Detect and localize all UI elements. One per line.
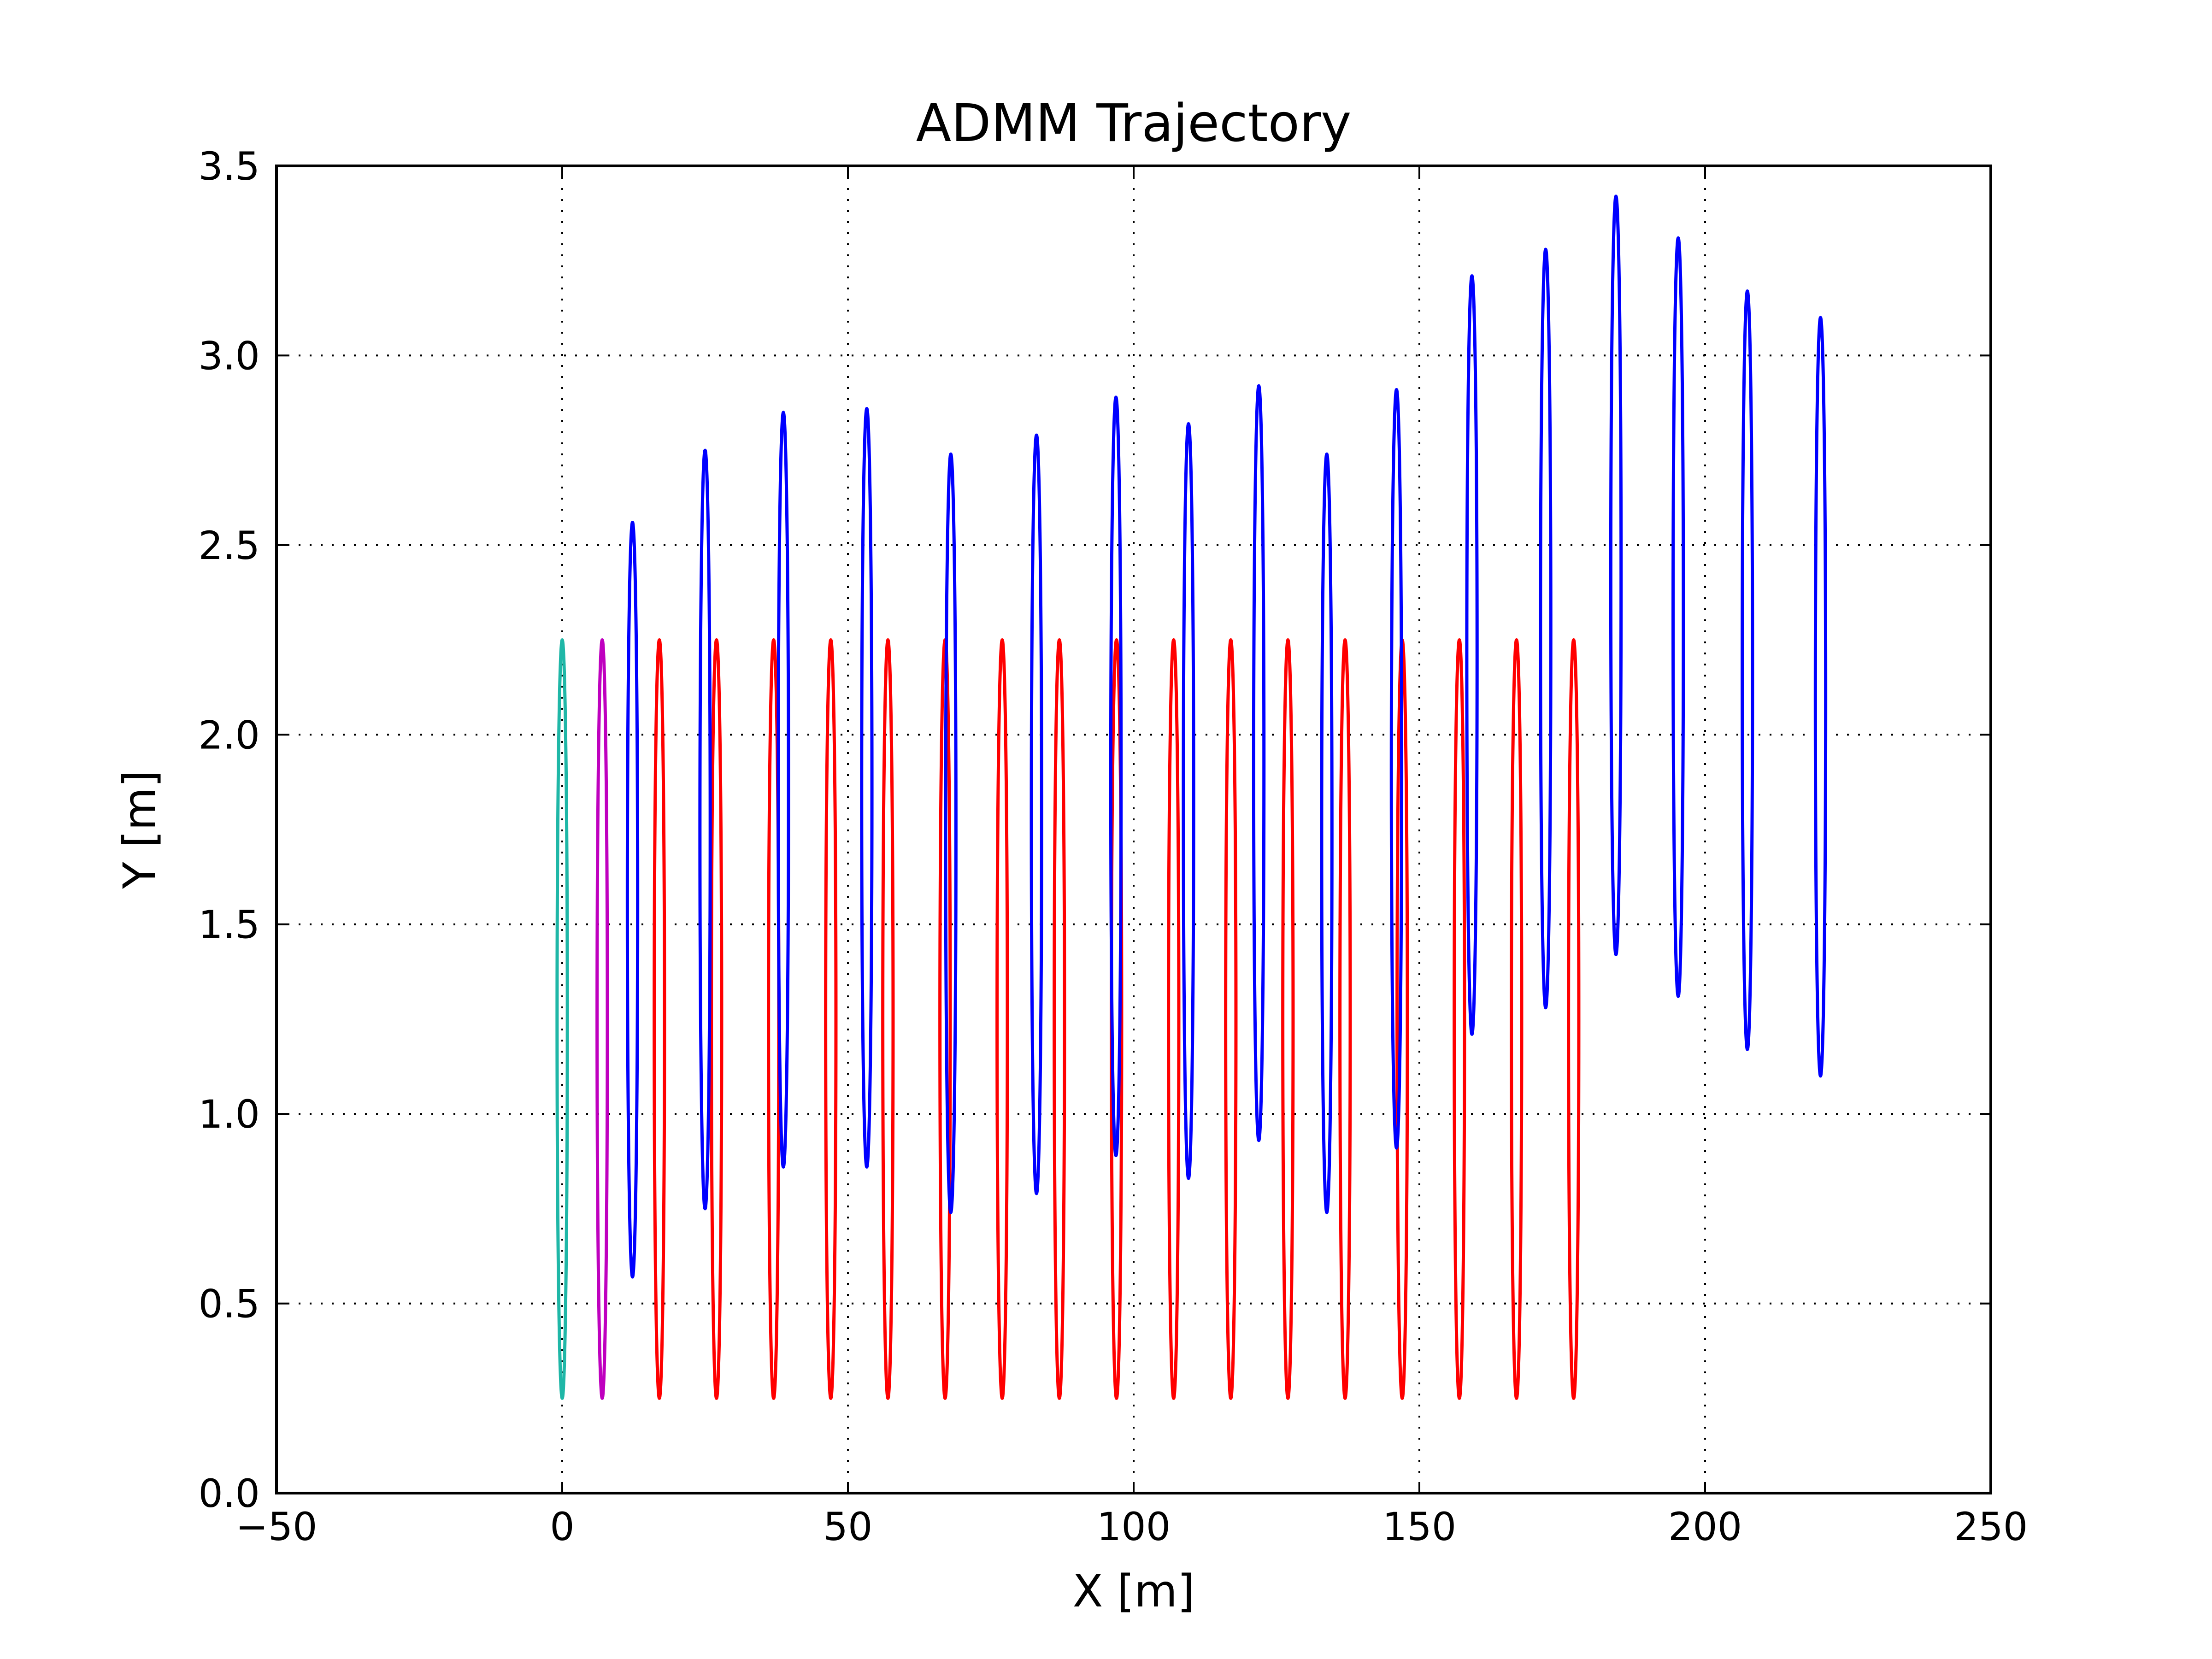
trajectory-loop — [1813, 316, 1828, 1078]
trajectory-loop — [1465, 274, 1479, 1036]
trajectory-loop — [1053, 638, 1066, 1400]
y-tick-label: 2.0 — [198, 712, 260, 758]
trajectory-loop — [1567, 638, 1581, 1400]
trajectory-loop — [625, 520, 640, 1279]
trajectory-loop — [1182, 422, 1195, 1180]
y-tick-label: 1.0 — [198, 1092, 260, 1137]
x-tick-label: 250 — [1954, 1504, 2028, 1549]
x-axis-label: X [m] — [1073, 1565, 1195, 1617]
trajectory-loop — [1539, 247, 1553, 1010]
x-tick-labels: −50 0 50 100 150 200 250 — [235, 1504, 2028, 1549]
series-1 — [595, 638, 609, 1400]
trajectory-loop — [653, 638, 666, 1400]
trajectory-loop — [1281, 638, 1295, 1400]
y-tick-labels: 0.0 0.5 1.0 1.5 2.0 2.5 3.0 3.5 — [198, 144, 260, 1516]
y-axis-label: Y [m] — [114, 770, 165, 889]
y-tick-label: 0.0 — [198, 1471, 260, 1516]
trajectory-loop — [824, 638, 838, 1400]
x-tick-label: 200 — [1668, 1504, 1742, 1549]
grid-lines — [276, 166, 1991, 1493]
series-0 — [555, 638, 569, 1400]
trajectory-loop — [595, 638, 609, 1400]
trajectory-loop — [1110, 638, 1124, 1400]
series-2 — [653, 638, 1581, 1400]
axes-frame — [275, 165, 1992, 1494]
trajectory-loop — [995, 638, 1009, 1400]
trajectory-loop — [1320, 452, 1334, 1214]
trajectory-loop — [944, 452, 958, 1214]
trajectory-loop — [767, 638, 781, 1400]
plot-series — [555, 194, 1828, 1400]
x-tick-label: 50 — [824, 1504, 873, 1549]
y-tick-label: 3.0 — [198, 333, 260, 378]
y-tick-label: 3.5 — [198, 144, 260, 189]
trajectory-loop — [1338, 638, 1352, 1400]
trajectory-loop — [1609, 194, 1623, 957]
y-tick-label: 0.5 — [198, 1282, 260, 1327]
trajectory-loop — [777, 411, 790, 1169]
x-tick-label: −50 — [235, 1504, 317, 1549]
trajectory-loop — [1453, 638, 1466, 1400]
trajectory-loop — [1167, 638, 1181, 1400]
trajectory-loop — [1510, 638, 1524, 1400]
y-tick-label: 1.5 — [198, 902, 260, 947]
trajectory-loop — [860, 407, 874, 1169]
x-tick-label: 0 — [550, 1504, 574, 1549]
trajectory-loop — [1389, 388, 1404, 1150]
chart-title: ADMM Trajectory — [916, 94, 1352, 153]
x-tick-label: 150 — [1382, 1504, 1456, 1549]
trajectory-loop — [1741, 289, 1754, 1051]
series-3 — [625, 194, 1828, 1279]
trajectory-loop — [881, 638, 895, 1400]
y-tick-label: 2.5 — [198, 523, 260, 568]
trajectory-loop — [1224, 638, 1238, 1400]
x-tick-label: 100 — [1097, 1504, 1171, 1549]
trajectory-loop — [1109, 395, 1123, 1158]
trajectory-loop — [555, 638, 569, 1400]
trajectory-loop — [1671, 236, 1685, 998]
trajectory-loop — [1252, 384, 1266, 1142]
trajectory-loop — [710, 638, 724, 1400]
trajectory-loop — [698, 448, 712, 1211]
trajectory-loop — [1030, 433, 1043, 1195]
